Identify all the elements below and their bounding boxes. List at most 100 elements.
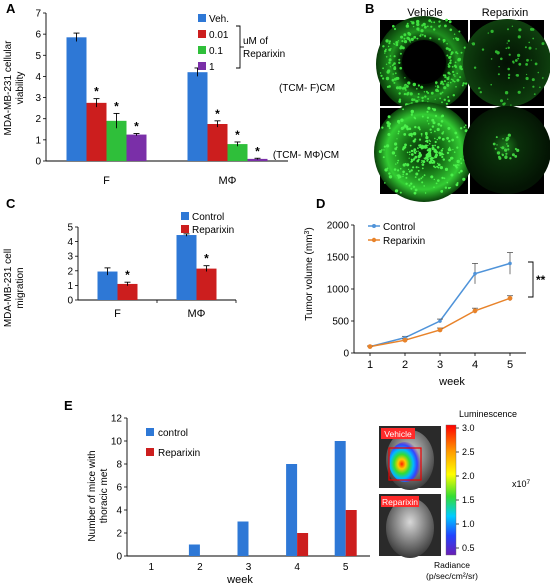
cell-speck (492, 142, 496, 146)
legend-swatch-reparixin-e (146, 448, 154, 456)
cell-speck (456, 52, 459, 55)
cell-speck (510, 104, 512, 106)
bar (286, 464, 298, 556)
significance-star: * (235, 128, 240, 142)
cell-speck (505, 47, 508, 50)
legend-label-control-e: control (158, 428, 188, 439)
panel-a-bars: * * * * * * (66, 32, 268, 161)
cell-speck (417, 150, 419, 152)
cell-speck (394, 72, 397, 75)
cell-speck (504, 155, 508, 158)
panel-c-ylabel-line1: MDA-MB-231 cell (3, 249, 14, 327)
cell-speck (440, 149, 443, 152)
cell-speck (437, 166, 440, 169)
cell-speck (517, 35, 521, 39)
cell-speck (507, 73, 511, 77)
cell-speck (425, 90, 428, 93)
cell-speck (517, 57, 520, 60)
cell-speck (426, 159, 429, 162)
cell-speck (447, 65, 451, 68)
cell-speck (412, 166, 415, 169)
legend-label-control-d: Control (383, 222, 415, 233)
cell-speck (456, 72, 459, 75)
cell-speck (404, 86, 407, 88)
cell-speck (463, 46, 466, 49)
scale-tick-label: 0.5 (462, 543, 475, 553)
cell-speck (441, 137, 445, 141)
cell-speck (417, 126, 421, 129)
cell-speck (398, 98, 402, 101)
cell-speck (449, 187, 452, 189)
cell-speck (395, 43, 399, 47)
cell-speck (443, 80, 446, 83)
cell-speck (459, 65, 463, 69)
cell-speck (422, 96, 424, 99)
cell-speck (416, 19, 420, 24)
cell-speck (433, 28, 436, 31)
cell-speck (452, 78, 454, 81)
luminescence-mult-exp: 7 (527, 479, 531, 486)
cell-speck (456, 136, 459, 139)
cell-speck (437, 162, 439, 165)
significance-star: * (215, 107, 220, 121)
cell-speck (402, 108, 404, 111)
cell-speck (460, 51, 463, 54)
cell-speck (443, 177, 446, 180)
cell-speck (438, 136, 441, 140)
panel-d-chart: Tumor volume (mm3) week 0500100015002000… (304, 221, 546, 389)
panel-e-bars (188, 441, 357, 556)
cell-speck (413, 98, 416, 101)
cell-speck (533, 93, 536, 95)
cell-speck (419, 34, 422, 37)
cell-speck (408, 170, 411, 173)
micrograph-reparixin-f (463, 19, 550, 107)
cell-speck (398, 122, 400, 124)
cell-speck (506, 42, 508, 44)
cell-speck (431, 120, 433, 122)
cell-speck (446, 136, 449, 140)
cell-speck (447, 63, 450, 65)
cell-speck (437, 163, 441, 167)
cell-speck (408, 184, 411, 187)
cell-speck (400, 118, 404, 122)
cell-speck (436, 146, 440, 149)
cell-speck (435, 88, 439, 93)
y-tick-label: 3 (67, 252, 73, 263)
cell-speck (441, 114, 444, 118)
panel-b-micrographs: Vehicle Reparixin (TCM- F)CM (TCM- MΦ)CM (273, 7, 550, 202)
cell-speck (432, 161, 436, 164)
panel-d-ylabel-sup: 3 (304, 230, 311, 234)
cell-speck (537, 71, 540, 74)
cell-speck (402, 170, 405, 174)
cell-speck (403, 133, 407, 136)
cell-speck (414, 125, 417, 129)
cell-speck (532, 85, 535, 88)
cell-speck (382, 45, 385, 48)
cell-speck (382, 67, 384, 70)
data-point (437, 327, 443, 333)
legend-swatch-control-e (146, 428, 154, 436)
cell-speck (423, 157, 425, 159)
cell-speck (494, 50, 498, 54)
roi-box (388, 447, 422, 481)
cell-speck (399, 167, 402, 170)
cell-speck (420, 85, 424, 89)
cell-speck (441, 176, 444, 180)
category-label: 3 (246, 562, 252, 573)
y-tick-label: 0 (35, 157, 41, 168)
cell-speck (448, 48, 452, 52)
cell-speck (507, 28, 509, 31)
cell-speck (421, 135, 423, 137)
cell-speck (471, 42, 476, 46)
x-tick-label: 4 (472, 359, 478, 371)
panel-label-e: E (64, 398, 73, 413)
cell-speck (397, 159, 400, 162)
data-point (367, 344, 373, 349)
cell-speck (422, 22, 426, 26)
cell-speck (427, 144, 429, 146)
cell-speck (411, 135, 413, 138)
cell-speck (439, 152, 444, 156)
cell-speck (478, 87, 480, 90)
cell-speck (460, 162, 463, 165)
